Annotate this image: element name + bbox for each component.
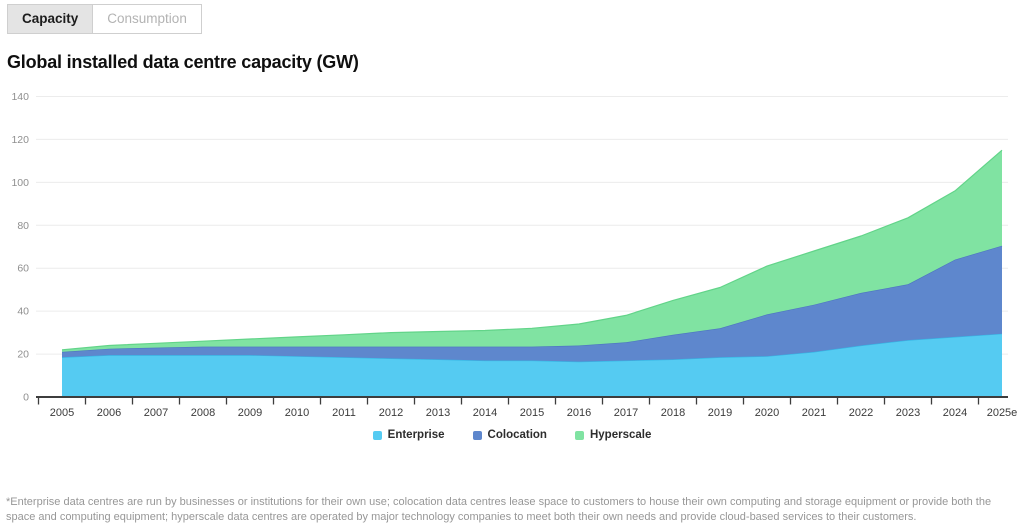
legend-item-hyperscale: Hyperscale [574, 429, 652, 441]
line-hyperscale [61, 149, 1003, 351]
y-axis-label: 0 [23, 392, 29, 404]
x-axis-label: 2013 [426, 407, 450, 419]
area-enterprise [62, 333, 1002, 397]
x-axis-label: 2008 [191, 407, 215, 419]
x-axis-label: 2011 [332, 407, 356, 419]
x-axis-label: 2006 [97, 407, 121, 419]
legend-label-hyperscale: Hyperscale [589, 429, 652, 441]
hyperscale-swatch-icon [574, 430, 584, 440]
tab-consumption[interactable]: Consumption [93, 4, 202, 34]
y-axis-label: 80 [17, 220, 29, 232]
y-axis-label: 60 [17, 263, 29, 275]
x-axis-label: 2022 [849, 407, 873, 419]
x-axis-label: 2016 [567, 407, 591, 419]
footnote: *Enterprise data centres are run by busi… [6, 496, 992, 524]
x-axis-label: 2023 [896, 407, 920, 419]
colocation-swatch-icon [472, 430, 482, 440]
x-axis-label: 2014 [473, 407, 497, 419]
legend-item-enterprise: Enterprise [372, 429, 445, 441]
area-hyperscale [62, 150, 1002, 352]
area-colocation [62, 245, 1002, 362]
y-axis-label: 140 [11, 91, 29, 103]
x-axis-label: 2012 [379, 407, 403, 419]
x-axis-label: 2021 [802, 407, 826, 419]
chart-tabs: Capacity Consumption [7, 4, 202, 34]
x-axis-label: 2010 [285, 407, 309, 419]
x-axis-label: 2019 [708, 407, 732, 419]
legend-label-colocation: Colocation [487, 429, 547, 441]
x-axis-label: 2025e [987, 407, 1018, 419]
tab-capacity[interactable]: Capacity [7, 4, 94, 34]
x-axis-label: 2020 [755, 407, 779, 419]
y-axis-label: 40 [17, 306, 29, 318]
legend-label-enterprise: Enterprise [387, 429, 445, 441]
enterprise-swatch-icon [372, 430, 382, 440]
x-axis-label: 2015 [520, 407, 544, 419]
x-axis-label: 2007 [144, 407, 168, 419]
x-axis-label: 2018 [661, 407, 685, 419]
x-axis-label: 2024 [943, 407, 967, 419]
y-axis-label: 20 [17, 349, 29, 361]
y-axis-label: 100 [11, 177, 29, 189]
capacity-area-chart: 0 20 40 60 80 100 120 140 2005 2006 2007 2008 2009 20… [11, 91, 1018, 419]
chart-legend: Enterprise Colocation Hyperscale [0, 429, 1024, 441]
x-axis-label: 2017 [614, 407, 638, 419]
x-axis-label: 2009 [238, 407, 262, 419]
page-title: Global installed data centre capacity (G… [7, 52, 359, 73]
y-axis-label: 120 [11, 134, 29, 146]
x-axis-label: 2005 [50, 407, 74, 419]
legend-item-colocation: Colocation [472, 429, 547, 441]
